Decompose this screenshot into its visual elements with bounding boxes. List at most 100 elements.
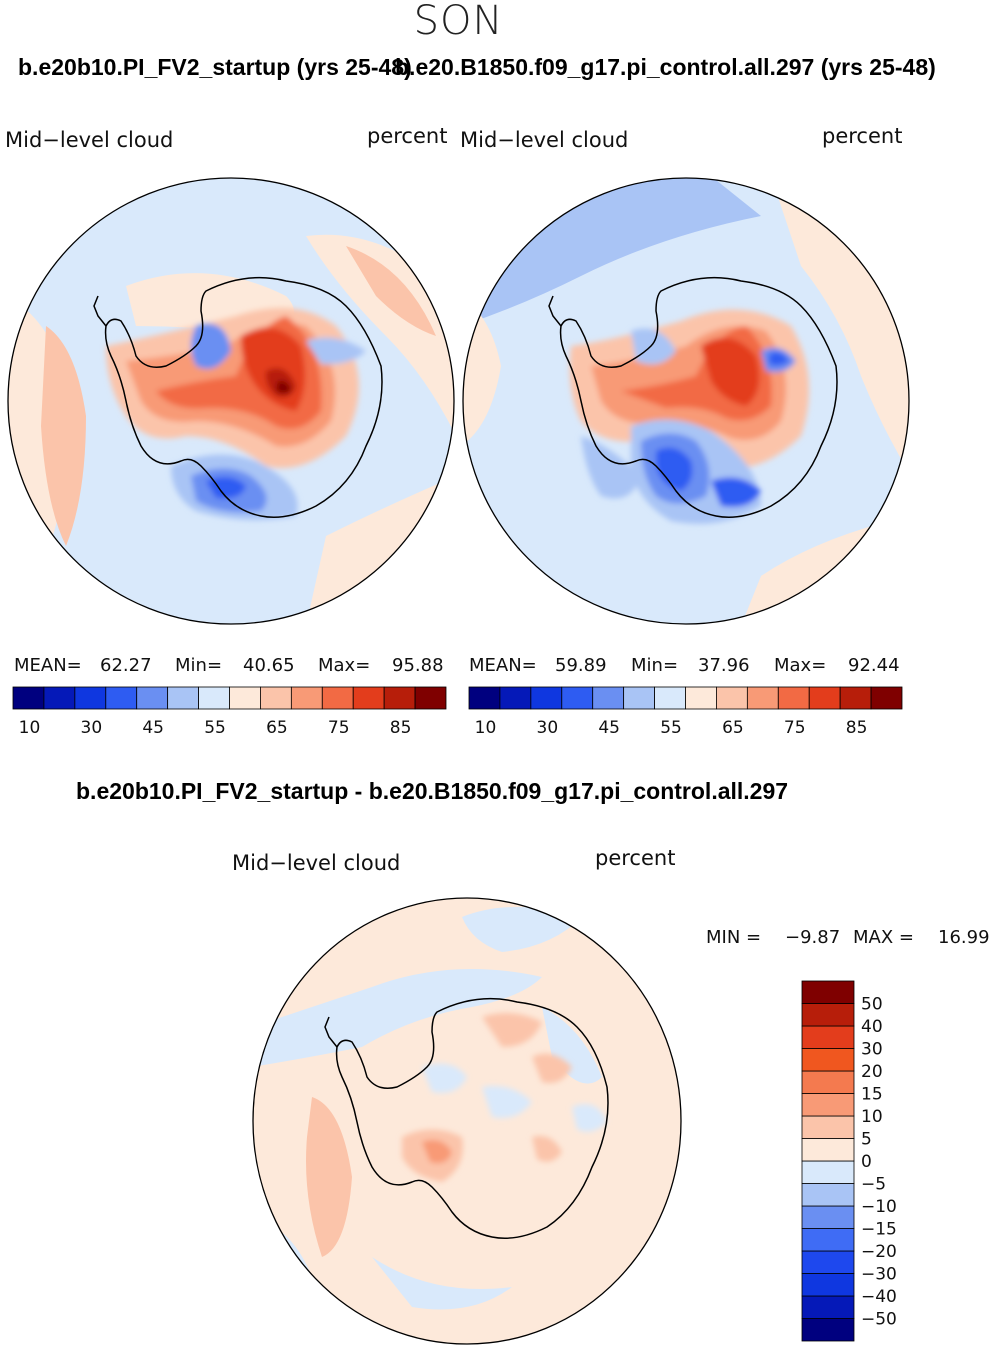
right-min-value: 37.96 bbox=[698, 655, 750, 676]
colorbar-box bbox=[801, 1070, 855, 1094]
left-min-value: 40.65 bbox=[243, 655, 295, 676]
colorbar-box bbox=[685, 686, 717, 710]
colorbar-box bbox=[801, 1318, 855, 1342]
colorbar-box bbox=[801, 1025, 855, 1049]
right-case-title: b.e20.B1850.f09_g17.pi_control.all.297 (… bbox=[395, 54, 936, 80]
colorbar-tick-label: 30 bbox=[537, 718, 559, 738]
colorbar-box bbox=[561, 686, 594, 710]
colorbar-box bbox=[801, 1003, 855, 1027]
diff-min-label: MIN = bbox=[706, 927, 762, 948]
diff-max-label: MAX = bbox=[853, 927, 914, 948]
colorbar-tick-label: 30 bbox=[861, 1040, 883, 1060]
right-max-value: 92.44 bbox=[848, 655, 900, 676]
antarctica-coastline bbox=[559, 276, 838, 518]
colorbar-tick-label: 45 bbox=[598, 718, 620, 738]
colorbar-box bbox=[777, 686, 810, 710]
left-units-label: percent bbox=[367, 124, 448, 148]
colorbar-box bbox=[801, 1160, 855, 1184]
colorbar-box bbox=[12, 686, 45, 710]
colorbar-box bbox=[105, 686, 138, 710]
colorbar-tick-label: 10 bbox=[19, 718, 41, 738]
colorbar-tick-label: −50 bbox=[861, 1310, 897, 1330]
colorbar-tick-label: −30 bbox=[861, 1265, 897, 1285]
colorbar-tick-label: 45 bbox=[142, 718, 164, 738]
left-variable-label: Mid−level cloud bbox=[5, 128, 174, 152]
colorbar-tick-label: −10 bbox=[861, 1197, 897, 1217]
left-polar-map bbox=[7, 177, 455, 625]
colorbar-tick-label: 30 bbox=[81, 718, 103, 738]
left-colorbar: 1030455565758595 bbox=[12, 686, 447, 738]
colorbar-box bbox=[716, 686, 748, 710]
colorbar-box bbox=[167, 686, 199, 710]
colorbar-box bbox=[801, 1138, 855, 1162]
colorbar-box bbox=[801, 1093, 855, 1117]
colorbar-box bbox=[468, 686, 501, 710]
colorbar-tick-label: 85 bbox=[846, 718, 868, 738]
right-variable-label: Mid−level cloud bbox=[460, 128, 629, 152]
colorbar-tick-label: 50 bbox=[861, 995, 883, 1015]
right-colorbar: 1030455565758595 bbox=[468, 686, 903, 738]
colorbar-box bbox=[74, 686, 107, 710]
colorbar-box bbox=[839, 686, 872, 710]
colorbar-box bbox=[801, 980, 855, 1004]
colorbar-box bbox=[229, 686, 261, 710]
right-polar-map bbox=[462, 177, 910, 625]
diff-variable-label: Mid−level cloud bbox=[232, 851, 401, 875]
colorbar-box bbox=[290, 686, 323, 710]
colorbar-tick-label: 5 bbox=[861, 1130, 872, 1150]
colorbar-box bbox=[746, 686, 779, 710]
colorbar-box bbox=[801, 1048, 855, 1072]
diff-units-label: percent bbox=[595, 846, 676, 870]
colorbar-box bbox=[414, 686, 447, 710]
colorbar-tick-label: 40 bbox=[861, 1017, 883, 1037]
colorbar-tick-label: 55 bbox=[204, 718, 226, 738]
peninsula-coastline bbox=[93, 295, 107, 327]
diff-max-value: 16.99 bbox=[938, 927, 990, 948]
colorbar-box bbox=[530, 686, 563, 710]
colorbar-box bbox=[383, 686, 416, 710]
diff-min-value: −9.87 bbox=[785, 927, 841, 948]
difference-title: b.e20b10.PI_FV2_startup - b.e20.B1850.f0… bbox=[76, 778, 789, 804]
colorbar-box bbox=[499, 686, 532, 710]
colorbar-tick-label: 55 bbox=[660, 718, 682, 738]
colorbar-box bbox=[808, 686, 841, 710]
colorbar-tick-label: 0 bbox=[861, 1152, 872, 1172]
colorbar-box bbox=[136, 686, 169, 710]
left-mean-value: 62.27 bbox=[100, 655, 152, 676]
colorbar-tick-label: 85 bbox=[390, 718, 412, 738]
left-max-value: 95.88 bbox=[392, 655, 444, 676]
colorbar-tick-label: −5 bbox=[861, 1175, 886, 1195]
colorbar-box bbox=[801, 1115, 855, 1139]
right-mean-value: 59.89 bbox=[555, 655, 607, 676]
left-max-label: Max= bbox=[318, 655, 371, 676]
colorbar-box bbox=[352, 686, 385, 710]
right-units-label: percent bbox=[822, 124, 903, 148]
colorbar-box bbox=[43, 686, 76, 710]
colorbar-tick-label: 20 bbox=[861, 1062, 883, 1082]
colorbar-box bbox=[198, 686, 230, 710]
left-case-title: b.e20b10.PI_FV2_startup (yrs 25-48) bbox=[18, 54, 412, 80]
colorbar-box bbox=[801, 1205, 855, 1229]
colorbar-tick-label: 10 bbox=[861, 1107, 883, 1127]
colorbar-tick-label: 75 bbox=[784, 718, 806, 738]
colorbar-box bbox=[870, 686, 903, 710]
right-max-label: Max= bbox=[774, 655, 827, 676]
left-min-label: Min= bbox=[175, 655, 223, 676]
antarctica-coastline bbox=[104, 276, 383, 518]
colorbar-box bbox=[592, 686, 625, 710]
antarctica-coastline bbox=[335, 997, 609, 1239]
colorbar-box bbox=[801, 1273, 855, 1297]
season-title: SON bbox=[413, 0, 504, 44]
colorbar-tick-label: 10 bbox=[475, 718, 497, 738]
colorbar-tick-label: 65 bbox=[722, 718, 744, 738]
colorbar-tick-label: 75 bbox=[328, 718, 350, 738]
peninsula-coastline bbox=[324, 1016, 338, 1048]
difference-polar-map bbox=[252, 897, 682, 1345]
colorbar-box bbox=[260, 686, 292, 710]
right-mean-label: MEAN= bbox=[469, 655, 537, 676]
left-mean-label: MEAN= bbox=[14, 655, 82, 676]
colorbar-box bbox=[321, 686, 354, 710]
colorbar-box bbox=[801, 1228, 855, 1252]
colorbar-box bbox=[801, 1295, 855, 1319]
